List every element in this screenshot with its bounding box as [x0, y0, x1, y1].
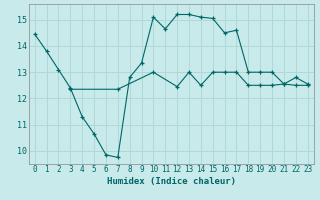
X-axis label: Humidex (Indice chaleur): Humidex (Indice chaleur)	[107, 177, 236, 186]
